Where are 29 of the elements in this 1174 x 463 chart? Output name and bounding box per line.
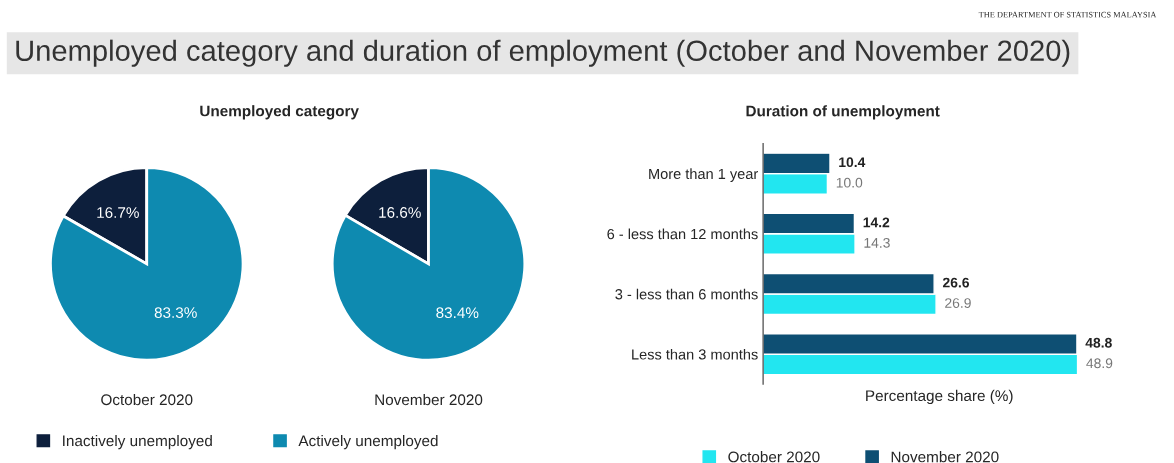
pie-slice [49,166,245,362]
data-label: 14.2 [863,217,890,228]
legend-label: Actively unemployed [298,435,438,450]
y-tick-label: More than 1 year [649,168,759,182]
x-axis-title: Percentage share (%) [866,389,1013,405]
data-label: 83.3% [154,307,197,319]
data-label: 26.6 [942,277,970,288]
legend-label: October 2020 [728,451,820,463]
y-tick-label: 3 - less than 6 months [615,288,758,300]
data-label: 16.6% [379,207,421,218]
data-label: 48.8 [1085,337,1112,348]
y-tick-label: 6 - less than 12 months [607,228,758,240]
text: October 2020 [101,393,193,406]
chart-title: Duration of unemployment [746,105,940,120]
data-label: 10.0 [836,177,863,188]
text: Unemployed category and duration of employment (October and November 2020) [16,39,1070,67]
data-label: 26.9 [945,298,971,308]
data-label: 10.4 [839,157,866,168]
pie-slice [330,166,527,362]
legend-label: November 2020 [891,451,999,463]
text: THE DEPARTMENT OF STATISTICS MALAYSIA [978,11,1157,18]
data-label: 48.9 [1086,358,1113,369]
data-label: 16.7% [97,207,139,218]
data-label: 14.3 [864,237,890,248]
chart-title: Unemployed category [200,105,359,120]
text: November 2020 [375,393,483,406]
y-tick-label: Less than 3 months [632,348,758,360]
legend-label: Inactively unemployed [63,435,212,450]
data-label: 83.4% [436,307,479,319]
